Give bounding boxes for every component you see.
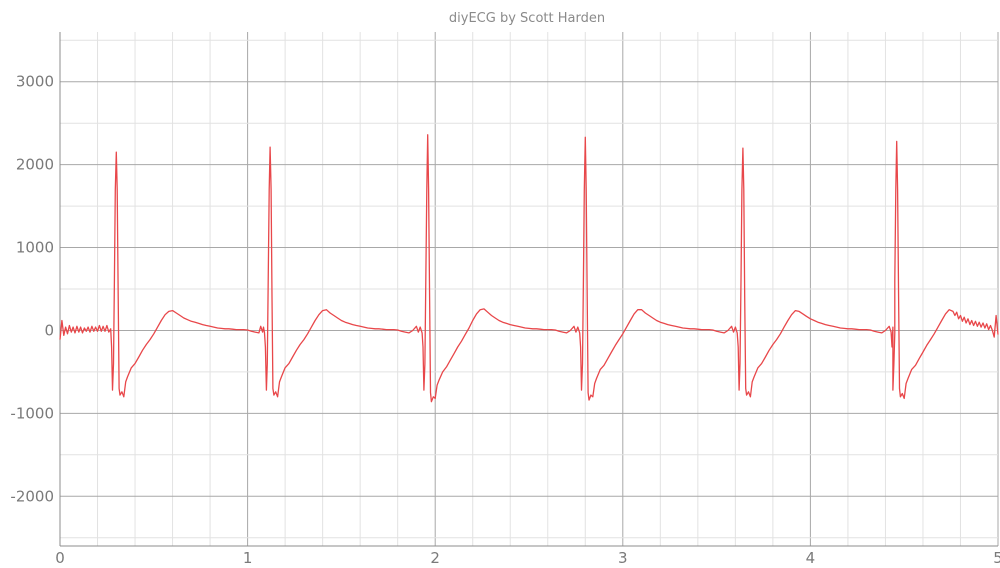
x-tick-label: 3 bbox=[618, 549, 628, 567]
y-tick-label: -1000 bbox=[10, 404, 54, 422]
y-tick-labels: 3000 2000 1000 0 -1000 -2000 bbox=[10, 73, 54, 506]
ecg-signal-line bbox=[59, 134, 999, 403]
x-tick-label: 1 bbox=[243, 549, 253, 567]
x-tick-label: 2 bbox=[430, 549, 440, 567]
y-tick-label: -2000 bbox=[10, 487, 54, 505]
y-tick-label: 2000 bbox=[16, 156, 54, 174]
x-tick-label: 5 bbox=[993, 549, 1000, 567]
y-tick-label: 3000 bbox=[16, 73, 54, 91]
y-tick-label: 0 bbox=[44, 321, 54, 339]
x-tick-label: 4 bbox=[806, 549, 816, 567]
x-tick-labels: 0 1 2 3 4 5 bbox=[55, 549, 1000, 567]
grid bbox=[60, 32, 999, 546]
chart-title: diyECG by Scott Harden bbox=[449, 11, 605, 26]
y-tick-label: 1000 bbox=[16, 239, 54, 257]
x-tick-label: 0 bbox=[55, 549, 65, 567]
